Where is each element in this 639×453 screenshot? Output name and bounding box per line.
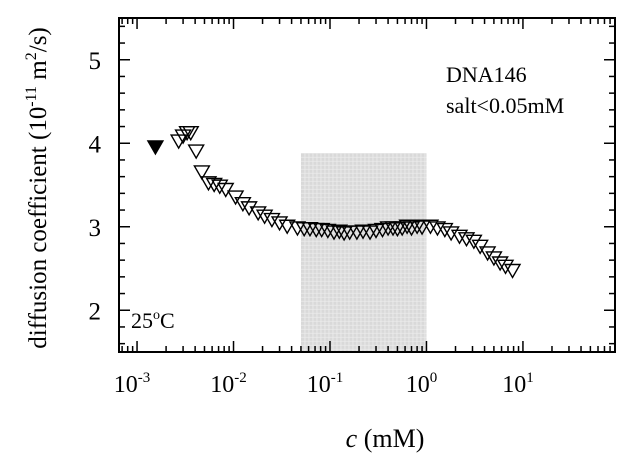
- x-tick-base: 10: [114, 372, 138, 398]
- y-tick-label: 2: [89, 298, 102, 325]
- axis-ticks: [119, 18, 616, 352]
- data-point: [217, 182, 235, 198]
- data-point: [388, 222, 407, 238]
- data-point: [255, 209, 274, 225]
- y-tick-label: 5: [89, 48, 102, 75]
- data-point: [187, 144, 205, 160]
- x-tick-exponent: 1: [526, 370, 534, 386]
- x-tick-base: 10: [502, 372, 526, 398]
- x-axis-unit: (mM): [357, 424, 424, 453]
- data-point: [428, 221, 447, 237]
- data-point: [249, 206, 267, 222]
- data-point: [491, 256, 509, 272]
- data-point: [182, 126, 200, 142]
- x-tick-label: 10-2: [210, 370, 247, 398]
- data-point: [234, 197, 252, 213]
- data-point: [442, 226, 460, 242]
- x-tick-label: 101: [502, 370, 534, 398]
- data-point: [485, 251, 503, 267]
- data-point: [211, 179, 229, 195]
- x-tick-label: 10-3: [114, 370, 151, 398]
- degree-sign: o: [153, 308, 160, 323]
- data-point: [240, 201, 258, 217]
- data-point: [270, 216, 289, 232]
- y-tick-label: 4: [89, 131, 102, 158]
- data-point: [384, 221, 402, 237]
- y-axis-label: diffusion coefficient (10-11 m2/s): [23, 27, 52, 349]
- shaded-region: [300, 153, 427, 352]
- data-point: [312, 222, 331, 238]
- data-point: [354, 224, 372, 240]
- shaded-region-fill: [300, 153, 427, 352]
- x-axis-variable: c: [346, 424, 358, 453]
- data-point: [199, 176, 218, 192]
- y-axis-label-exponent: -11: [23, 86, 40, 107]
- data-point: [450, 229, 469, 245]
- salt-label: salt<0.05mM: [446, 93, 564, 118]
- data-point: [398, 219, 416, 235]
- data-point: [174, 129, 192, 145]
- data-point: [325, 225, 343, 241]
- data-point: [413, 220, 431, 236]
- y-axis-label-unit-end: /s): [25, 27, 52, 52]
- data-point: [330, 224, 349, 240]
- y-axis-label-unit-exponent: 2: [23, 52, 40, 60]
- data-point: [205, 177, 223, 193]
- x-tick-exponent: -2: [234, 370, 247, 386]
- x-tick-label: 10-1: [307, 370, 344, 398]
- x-tick-base: 10: [210, 372, 234, 398]
- x-tick-exponent: -3: [138, 370, 151, 386]
- data-point: [421, 219, 440, 235]
- data-point: [465, 234, 483, 250]
- x-tick-exponent: 0: [430, 370, 438, 386]
- y-axis-label-main: diffusion coefficient (10: [25, 107, 52, 349]
- data-point: [373, 222, 392, 238]
- data-point: [263, 212, 281, 228]
- data-markers: [146, 126, 522, 279]
- data-point: [193, 165, 211, 181]
- plot-frame: [118, 17, 616, 353]
- y-axis-label-unit: m: [25, 60, 52, 86]
- data-point: [402, 221, 421, 237]
- temperature-label: 25oC: [131, 308, 175, 333]
- data-point: [408, 219, 426, 235]
- temperature-value: 25: [131, 308, 153, 333]
- data-point: [478, 246, 497, 262]
- x-tick-exponent: -1: [331, 370, 344, 386]
- data-point: [319, 223, 337, 239]
- data-point: [301, 222, 319, 238]
- data-point: [496, 259, 515, 275]
- shaded-region-grid: [300, 153, 427, 352]
- y-tick-label: 3: [89, 215, 102, 242]
- data-point: [436, 222, 454, 238]
- x-axis-label: c (mM): [346, 424, 425, 453]
- data-point: [503, 263, 522, 279]
- data-point: [348, 225, 366, 241]
- data-point-filled: [146, 140, 165, 156]
- x-tick-base: 10: [307, 372, 331, 398]
- data-point: [288, 221, 307, 237]
- data-point: [457, 232, 476, 248]
- data-point: [278, 219, 296, 235]
- data-point: [393, 221, 411, 237]
- data-point: [335, 226, 353, 242]
- temperature-unit: C: [160, 308, 175, 333]
- x-tick-base: 10: [406, 372, 430, 398]
- x-tick-label: 100: [406, 370, 438, 398]
- sample-label: DNA146: [446, 62, 527, 87]
